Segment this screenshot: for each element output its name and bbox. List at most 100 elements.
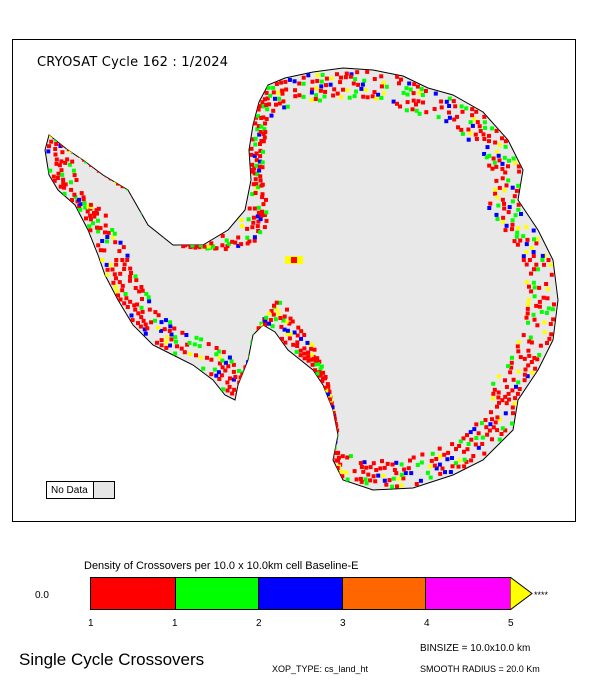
crossover-cell bbox=[253, 121, 258, 126]
crossover-cell bbox=[82, 201, 87, 206]
crossover-cell bbox=[198, 355, 203, 360]
crossover-cell bbox=[252, 348, 256, 353]
crossover-cell bbox=[251, 215, 256, 220]
crossover-cell bbox=[379, 95, 384, 100]
crossover-cell bbox=[120, 288, 125, 293]
crossover-cell bbox=[244, 370, 249, 374]
crossover-cell bbox=[96, 206, 101, 211]
legend-zero-label: 0.0 bbox=[35, 590, 49, 601]
crossover-cell bbox=[320, 379, 325, 384]
crossover-cell bbox=[500, 176, 505, 181]
crossover-cell bbox=[264, 315, 269, 320]
crossover-cell bbox=[118, 179, 123, 184]
crossover-cell bbox=[245, 226, 250, 231]
crossover-cell bbox=[194, 335, 199, 340]
crossover-cell bbox=[360, 82, 365, 87]
crossover-cell bbox=[317, 373, 322, 378]
crossover-cell bbox=[57, 163, 62, 168]
crossover-cell bbox=[285, 328, 290, 333]
crossover-cell bbox=[258, 104, 263, 109]
crossover-cell bbox=[255, 224, 260, 229]
crossover-cell bbox=[91, 221, 95, 226]
crossover-cell bbox=[516, 340, 521, 345]
crossover-cell bbox=[329, 76, 334, 81]
crossover-cell bbox=[254, 158, 259, 163]
crossover-cell bbox=[179, 346, 184, 351]
crossover-cell bbox=[447, 110, 451, 115]
crossover-cell bbox=[368, 478, 373, 483]
crossover-cell bbox=[105, 272, 110, 277]
crossover-cell bbox=[96, 243, 101, 248]
crossover-cell bbox=[260, 100, 265, 105]
crossover-cell bbox=[118, 271, 123, 276]
crossover-cell bbox=[527, 339, 532, 344]
crossover-cell bbox=[173, 351, 178, 356]
crossover-cell bbox=[501, 220, 505, 225]
crossover-cell bbox=[105, 239, 109, 244]
crossover-cell bbox=[514, 234, 519, 239]
crossover-cell bbox=[484, 155, 489, 160]
crossover-cell bbox=[256, 114, 261, 119]
crossover-cell bbox=[339, 95, 344, 100]
crossover-cell bbox=[496, 374, 501, 379]
crossover-cell bbox=[399, 462, 404, 467]
crossover-cell bbox=[537, 304, 542, 309]
crossover-cell bbox=[141, 318, 146, 323]
crossover-cell bbox=[379, 84, 384, 89]
crossover-cell bbox=[71, 148, 76, 153]
crossover-cell bbox=[374, 96, 379, 101]
crossover-cell bbox=[345, 455, 350, 460]
crossover-cell bbox=[551, 317, 556, 322]
crossover-cell bbox=[376, 473, 381, 478]
footer-title: Single Cycle Crossovers bbox=[19, 650, 205, 669]
crossover-cell bbox=[77, 197, 81, 202]
crossover-cell bbox=[295, 340, 300, 345]
crossover-cell bbox=[474, 436, 479, 440]
crossover-cell bbox=[61, 177, 66, 182]
crossover-cell bbox=[497, 437, 502, 442]
crossover-cell bbox=[510, 388, 515, 393]
crossover-cell bbox=[347, 95, 352, 100]
crossover-cell bbox=[261, 149, 265, 154]
crossover-cell bbox=[55, 176, 60, 180]
crossover-cell bbox=[401, 90, 406, 95]
legend-title: Density of Crossovers per 10.0 x 10.0km … bbox=[84, 560, 359, 572]
crossover-cell bbox=[99, 165, 104, 170]
crossover-cell bbox=[364, 481, 369, 486]
crossover-cell bbox=[511, 411, 515, 416]
crossover-cell bbox=[122, 267, 127, 271]
crossover-cell bbox=[315, 79, 320, 83]
crossover-cell bbox=[361, 469, 366, 474]
crossover-cell bbox=[227, 385, 232, 389]
crossover-cell bbox=[261, 139, 266, 144]
crossover-cell bbox=[159, 328, 164, 333]
legend-color-red bbox=[91, 578, 176, 609]
crossover-cell bbox=[529, 289, 534, 294]
crossover-cell bbox=[521, 234, 526, 239]
crossover-cell bbox=[331, 450, 336, 454]
crossover-cell bbox=[78, 207, 83, 212]
crossover-cell bbox=[358, 461, 363, 466]
crossover-cell bbox=[121, 180, 126, 185]
crossover-cell bbox=[110, 228, 115, 232]
crossover-cell bbox=[510, 421, 514, 426]
crossover-cell bbox=[504, 183, 509, 188]
crossover-cell bbox=[149, 209, 154, 214]
crossover-cell bbox=[301, 94, 306, 99]
crossover-cell bbox=[523, 367, 528, 372]
crossover-cell bbox=[156, 313, 161, 318]
crossover-cell bbox=[390, 462, 395, 467]
crossover-cell bbox=[354, 89, 358, 94]
crossover-cell bbox=[216, 349, 221, 354]
crossover-cell bbox=[83, 205, 88, 210]
crossover-cell bbox=[250, 225, 255, 230]
no-data-label: No Data bbox=[51, 485, 88, 496]
crossover-cell bbox=[274, 82, 279, 86]
crossover-cell bbox=[247, 206, 252, 211]
crossover-cell bbox=[495, 149, 499, 154]
crossover-cell bbox=[269, 309, 274, 314]
crossover-cell bbox=[507, 158, 511, 163]
crossover-cell bbox=[161, 223, 165, 227]
crossover-cell bbox=[152, 207, 157, 212]
crossover-cell bbox=[552, 302, 556, 307]
